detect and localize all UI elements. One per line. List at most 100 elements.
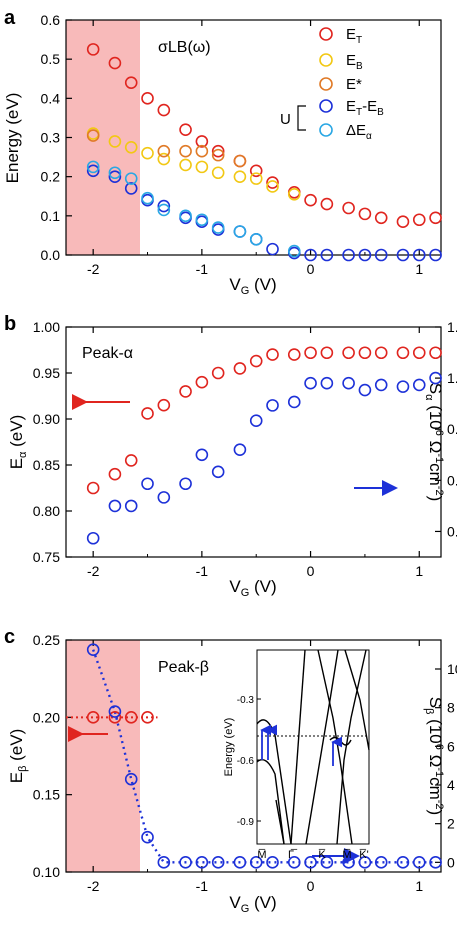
y2-axis-label-b: Sα (106 Ω-1cm-2) [423, 383, 445, 501]
inset-band-structure: Energy (eV) -0.3 -0.6 -0.9 M̅ Γ̅ K̅ M̅ K̅' [223, 649, 370, 861]
data-point-s- [157, 856, 171, 869]
data-point-s- [304, 376, 317, 390]
y-ticks-b: 0.75 0.80 0.85 0.90 0.95 1.00 [33, 319, 72, 565]
legend-label-estar: E* [346, 76, 362, 93]
data-point-s- [233, 856, 247, 869]
data-point-et-eb [157, 199, 171, 213]
data-point-s- [141, 477, 154, 491]
x-tick-label: -2 [87, 563, 100, 579]
data-point-e- [124, 454, 138, 467]
y2-ticks-b: 0.3 0.6 0.9 1.2 1.5 [435, 319, 457, 539]
data-point-et-eb [429, 248, 442, 262]
data-point-eb [233, 170, 247, 183]
legend-marker-eb [319, 53, 333, 67]
inset-x-tick-label: M̅ [342, 849, 351, 861]
y-tick-label: 0.85 [33, 457, 60, 473]
data-point-e- [358, 346, 372, 360]
y-tick-label: 0.3 [41, 130, 61, 146]
data-point-eb [108, 135, 122, 148]
x-tick-label: 0 [307, 563, 315, 579]
data-point-eb [157, 152, 171, 166]
data-point-e- [195, 144, 209, 158]
x-tick-label: 1 [415, 878, 423, 894]
x-axis-label-c: VG (V) [229, 893, 276, 915]
data-point-s- [412, 378, 426, 392]
data-point-s- [342, 376, 355, 390]
y-tick-label: 0.2 [41, 169, 61, 185]
data-point-s- [320, 376, 334, 390]
y-tick-label: 0.10 [33, 864, 60, 880]
data-point--e- [179, 209, 192, 223]
data-point-et [304, 193, 317, 207]
y2-tick-label: 10 [447, 661, 457, 677]
y2-tick-label: 6 [447, 738, 455, 754]
data-point-e- [304, 346, 317, 360]
y-tick-label: 0.75 [33, 549, 60, 565]
data-point-e- [211, 148, 225, 162]
y-tick-label: 0.90 [33, 411, 60, 427]
x-axis-label-a: VG (V) [229, 275, 276, 297]
data-point-eb [249, 172, 263, 185]
data-point--e- [86, 160, 100, 174]
data-point-et-eb [86, 164, 100, 178]
inset-frame [256, 649, 370, 845]
legend-bracket [297, 105, 306, 131]
data-point-eb [266, 180, 279, 193]
y-tick-label: 0.1 [41, 208, 61, 224]
y-tick-label: 0.4 [41, 90, 61, 106]
legend-marker-delta-ealpha [319, 123, 333, 137]
data-point-eb [124, 140, 138, 154]
x-tick-label: -1 [196, 878, 209, 894]
y2-tick-label: 0 [447, 854, 455, 870]
data-point-et-eb [108, 170, 122, 183]
shaded-region-a [66, 20, 140, 255]
inset-x-tick-label: K̅' [359, 849, 369, 861]
plot-frame-c [65, 639, 442, 873]
data-point-e- [249, 354, 263, 368]
x-tick-label: 0 [307, 261, 315, 277]
data-point-s- [287, 856, 301, 869]
x-ticks-a: -2 -1 0 1 [87, 20, 423, 277]
data-point-s- [374, 378, 388, 392]
legend-bracket-label: U [280, 111, 291, 128]
y-tick-label: 0.25 [33, 632, 60, 648]
data-point-e- [157, 398, 171, 412]
legend-marker-et [319, 27, 333, 41]
y-tick-label: 0.20 [33, 709, 60, 725]
x-tick-label: -2 [87, 878, 100, 894]
data-point-s- [249, 414, 263, 428]
panel-a-annotation: σLB(ω) [158, 39, 211, 56]
data-point-et-eb [342, 248, 355, 262]
data-point-s- [86, 643, 100, 656]
data-point--e- [195, 213, 209, 227]
data-point-s- [86, 531, 100, 545]
data-point-et [86, 43, 100, 56]
data-point-et [211, 144, 225, 158]
data-point-e- [86, 711, 100, 724]
data-point-s- [124, 772, 138, 786]
data-point-s- [108, 705, 122, 718]
y2-tick-label: 0.9 [447, 421, 457, 437]
data-point-s- [249, 856, 263, 869]
data-point-s- [108, 499, 122, 513]
data-point-et [249, 164, 263, 178]
data-point-e- [179, 385, 192, 398]
data-point-et [396, 215, 410, 229]
panel-c: c Peak-β Eβ (eV) Sβ (106 Ω-1cm-2) VG (V)… [4, 626, 457, 915]
data-point-s- [157, 491, 171, 504]
panel-c-annotation: Peak-β [158, 659, 209, 676]
panel-b: b Peak-α Eα (eV) Sα (106 Ω-1cm-2) VG (V)… [4, 313, 457, 599]
data-point-et [429, 211, 442, 225]
data-point-e- [266, 348, 279, 361]
data-point-e- [233, 154, 247, 168]
data-point-eb [179, 158, 192, 172]
x-tick-label: -1 [196, 563, 209, 579]
legend-marker-estar [319, 77, 333, 91]
data-point-s- [211, 465, 225, 479]
x-tick-label: -2 [87, 261, 100, 277]
y2-tick-label: 4 [447, 777, 455, 793]
data-point-s- [396, 856, 410, 869]
data-point-eb [195, 160, 209, 174]
data-point-et [179, 123, 192, 136]
